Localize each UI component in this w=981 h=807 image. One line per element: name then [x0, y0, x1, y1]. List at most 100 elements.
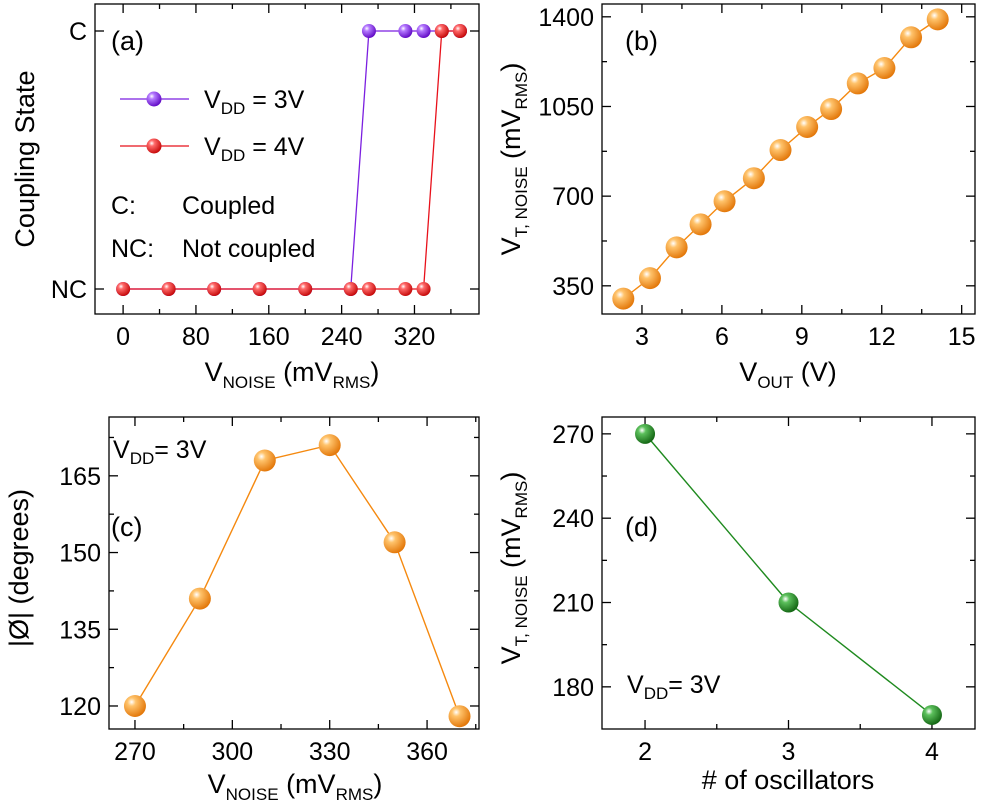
panel-d-annotation: VDD= 3V: [627, 671, 721, 703]
panel-a-legend: VDD = 3V VDD = 4V: [120, 86, 305, 165]
series-vdd-4v-point: [207, 282, 222, 296]
panel-a-series: [116, 24, 467, 296]
x-tick-label: 240: [321, 323, 363, 351]
x-tick-label: 3: [635, 323, 649, 351]
y-tick-label: 120: [59, 693, 101, 721]
x-tick-label: 9: [795, 323, 809, 351]
x-tick-label: 0: [116, 323, 130, 351]
panel-c: 270 300 330 360 120 135 150 165 VDD= 3V (c) |Ø|…: [4, 416, 480, 804]
series-vt-noise-point: [900, 26, 923, 49]
x-tick-label: 2: [638, 738, 652, 766]
panel-d-ylabel: VT, NOISE (mVRMS): [496, 472, 531, 665]
panel-a-xlabel: VNOISE (mVRMS): [205, 357, 380, 392]
series-vt-noise-point: [665, 236, 688, 259]
panel-d-ticks: 2 3 4 180 210 240 270: [552, 417, 975, 766]
series-vt-noise-point: [926, 8, 949, 31]
series-phase-point: [448, 705, 471, 728]
panel-c-frame: [108, 416, 480, 730]
panel-b-ylabel: VT, NOISE (mVRMS): [496, 63, 531, 256]
series-vt-noise-osc-point: [778, 592, 799, 613]
y-tick-label: NC: [51, 276, 87, 304]
x-tick-label: 320: [394, 323, 436, 351]
panel-d-label: (d): [625, 512, 658, 542]
panel-b: 3 6 9 12 15 350 700 1050 1400 (b) VT, NOISE (mVR…: [496, 3, 976, 392]
series-vdd-3v-point: [361, 24, 376, 38]
series-vdd-4v-point: [361, 282, 376, 296]
series-vt-noise-point: [769, 139, 792, 162]
series-phase-point: [383, 531, 406, 554]
y-tick-label: 135: [59, 616, 101, 644]
series-phase-point: [123, 694, 146, 717]
panel-c-series: [123, 434, 471, 728]
series-vdd-4v-point: [116, 282, 131, 296]
panel-b-series: [612, 8, 949, 310]
panel-d-series: [635, 423, 942, 725]
y-tick-label: 1400: [538, 4, 594, 32]
panel-d-xlabel: # of oscillators: [702, 765, 875, 795]
series-vdd-4v-point: [416, 282, 431, 296]
annotation-c-text: Coupled: [182, 192, 275, 220]
series-vt-noise-point: [873, 57, 896, 80]
series-vdd-4v-point: [252, 282, 267, 296]
x-tick-label: 15: [948, 323, 976, 351]
panel-a-frame: [94, 3, 480, 315]
panel-c-ylabel: |Ø| (degrees): [4, 489, 34, 647]
panel-c-label: (c): [111, 512, 142, 542]
series-vt-noise-point: [742, 167, 765, 190]
series-vt-noise-point: [612, 287, 635, 310]
series-phase-point: [188, 587, 211, 610]
series-phase-point: [318, 434, 341, 457]
series-vdd-4v-point: [398, 282, 413, 296]
series-vdd-4v-point: [453, 24, 467, 38]
annotation-nc-text: Not coupled: [182, 235, 315, 263]
series-vdd-4v-point: [434, 24, 449, 38]
x-tick-label: 270: [114, 738, 156, 766]
series-vdd-4v-point: [161, 282, 176, 296]
panel-a-ticks: 0 80 160 240 320 NC C: [51, 4, 479, 351]
series-vdd-4v-point: [298, 282, 313, 296]
legend-entry-vdd-4v: VDD = 4V: [204, 133, 305, 165]
series-vdd-3v-point: [416, 24, 431, 38]
x-tick-label: 12: [868, 323, 896, 351]
panel-d: 2 3 4 180 210 240 270 (d) VDD= 3V VT, NOISE (m…: [496, 416, 976, 795]
annotation-nc-key: NC:: [111, 235, 154, 263]
y-tick-label: 270: [552, 421, 594, 449]
panel-d-frame: [601, 416, 976, 730]
x-tick-label: 300: [211, 738, 253, 766]
legend-entry-vdd-3v: VDD = 3V: [204, 86, 305, 118]
series-vt-noise-osc-point: [635, 423, 656, 444]
series-vt-noise-point: [796, 115, 819, 138]
panel-b-ticks: 3 6 9 12 15 350 700 1050 1400: [538, 4, 975, 351]
y-tick-label: 165: [59, 463, 101, 491]
y-tick-label: 700: [552, 183, 594, 211]
x-tick-label: 80: [182, 323, 210, 351]
panel-c-xlabel: VNOISE (mVRMS): [208, 769, 383, 804]
y-tick-label: 180: [552, 674, 594, 702]
series-vdd-3v-point: [398, 24, 413, 38]
y-tick-label: 210: [552, 590, 594, 618]
annotation-c-key: C:: [111, 192, 136, 220]
x-tick-label: 4: [925, 738, 939, 766]
series-vt-noise-point: [713, 190, 736, 213]
panel-b-frame: [601, 3, 976, 315]
panel-a-ylabel: Coupling State: [10, 70, 40, 247]
series-vt-noise-point: [689, 213, 712, 236]
x-tick-label: 360: [406, 738, 448, 766]
panel-a-label: (a): [111, 26, 144, 56]
panel-a: 0 80 160 240 320 NC C (a) VDD = 3V VDD = 4V C:…: [10, 3, 480, 392]
series-phase-line: [134, 444, 461, 717]
y-tick-label: 1050: [538, 93, 594, 121]
series-vt-noise-point: [638, 267, 661, 290]
x-tick-label: 3: [782, 738, 796, 766]
x-tick-label: 330: [309, 738, 351, 766]
x-tick-label: 6: [715, 323, 729, 351]
x-tick-label: 160: [248, 323, 290, 351]
y-tick-label: 240: [552, 505, 594, 533]
y-tick-label: 150: [59, 540, 101, 568]
panel-b-xlabel: VOUT (V): [739, 357, 836, 392]
series-vt-noise-point: [820, 98, 843, 121]
series-phase-point: [253, 449, 276, 472]
y-tick-label: 350: [552, 273, 594, 301]
panel-b-label: (b): [625, 26, 658, 56]
